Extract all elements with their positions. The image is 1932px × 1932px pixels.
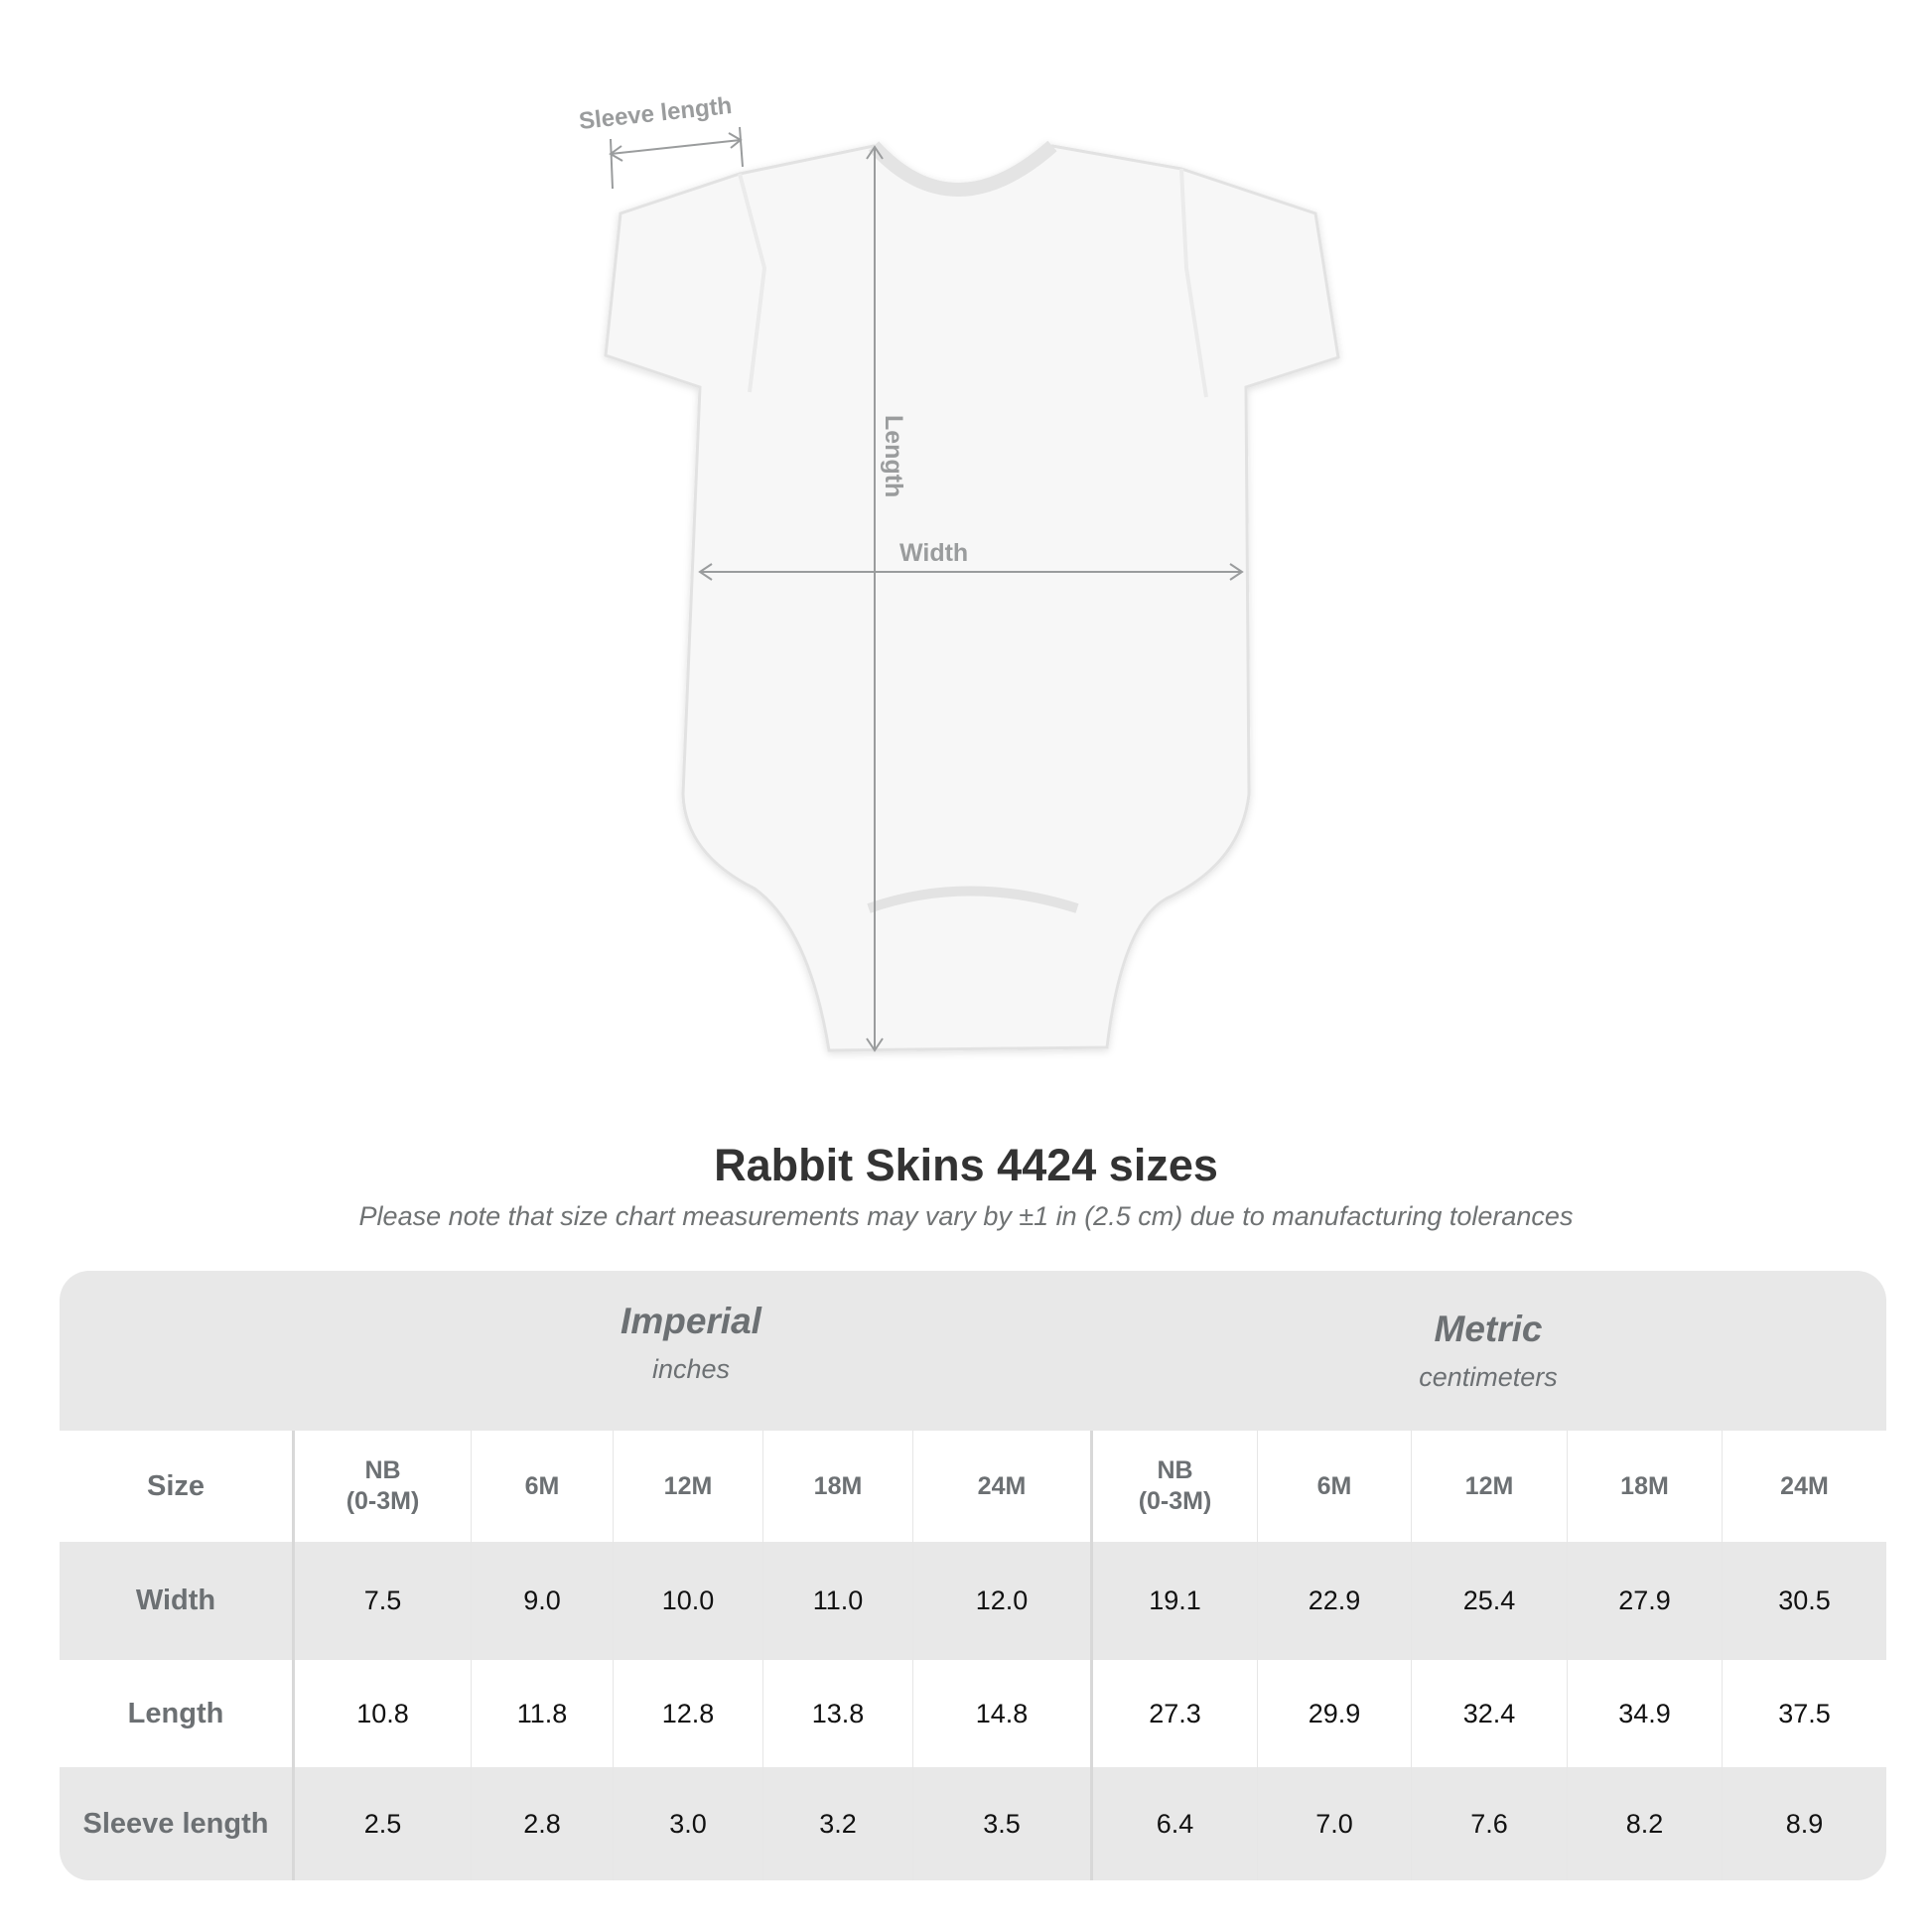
table-cell: 27.3 — [1090, 1660, 1257, 1767]
table-cell: 11.8 — [471, 1660, 613, 1767]
table-cell: 12.8 — [613, 1660, 762, 1767]
table-cell: 14.8 — [912, 1660, 1090, 1767]
imperial-header: Imperial inches — [292, 1301, 1090, 1385]
size-column-header: 18M — [1567, 1431, 1722, 1542]
table-row: Length 10.8 11.8 12.8 13.8 14.8 27.3 29.9 32.4 34… — [60, 1660, 1886, 1767]
size-header-row: Size NB (0-3M) 6M 12M 18M 24M NB (0-3M) 6M 12M 18… — [60, 1431, 1886, 1542]
table-row: Width 7.5 9.0 10.0 11.0 12.0 19.1 22.9 25.4 27.9 3… — [60, 1542, 1886, 1660]
table-cell: 2.8 — [471, 1767, 613, 1880]
size-column-header: 6M — [471, 1431, 613, 1542]
row-label: Length — [127, 1697, 224, 1729]
row-label: Sleeve length — [82, 1807, 269, 1840]
table-cell: 6.4 — [1090, 1767, 1257, 1880]
table-cell: 22.9 — [1257, 1542, 1411, 1660]
imperial-unit: inches — [651, 1354, 731, 1384]
table-cell: 12.0 — [912, 1542, 1090, 1660]
table-cell: 37.5 — [1722, 1660, 1886, 1767]
onesie-measurement-diagram: Sleeve length Length Width — [578, 92, 1340, 1052]
width-label: Width — [899, 539, 968, 567]
table-cell: 3.2 — [762, 1767, 912, 1880]
table-cell: 30.5 — [1722, 1542, 1886, 1660]
length-arrow — [866, 145, 884, 1052]
tolerance-note: Please note that size chart measurements… — [358, 1201, 1574, 1231]
size-table: Imperial inches Metric centimeters Size N… — [60, 1271, 1886, 1880]
size-column-header: 12M — [613, 1431, 762, 1542]
metric-unit: centimeters — [1419, 1362, 1558, 1392]
size-column-header: 18M — [762, 1431, 912, 1542]
size-column-header: 12M — [1411, 1431, 1567, 1542]
metric-title: Metric — [1434, 1309, 1543, 1349]
sleeve-arrow — [609, 126, 744, 190]
sleeve-length-label: Sleeve length — [578, 92, 734, 135]
onesie-garment — [604, 140, 1340, 1052]
size-column-header: 24M — [912, 1431, 1090, 1542]
table-cell: 7.6 — [1411, 1767, 1567, 1880]
size-column-header: NB (0-3M) — [1090, 1431, 1257, 1542]
table-cell: 7.0 — [1257, 1767, 1411, 1880]
metric-header: Metric centimeters — [1090, 1309, 1886, 1393]
table-row: Sleeve length 2.5 2.8 3.0 3.2 3.5 6.4 7.0 7.6 8.2… — [60, 1767, 1886, 1880]
width-arrow — [698, 563, 1244, 581]
table-cell: 7.5 — [292, 1542, 471, 1660]
page-title: Rabbit Skins 4424 sizes — [714, 1140, 1218, 1190]
table-cell: 10.0 — [613, 1542, 762, 1660]
size-column-header: 6M — [1257, 1431, 1411, 1542]
row-label: Size — [146, 1469, 206, 1502]
table-cell: 11.0 — [762, 1542, 912, 1660]
table-cell: 3.0 — [613, 1767, 762, 1880]
size-column-header: NB (0-3M) — [292, 1431, 471, 1542]
size-column-header: 24M — [1722, 1431, 1886, 1542]
table-cell: 8.2 — [1567, 1767, 1722, 1880]
table-cell: 9.0 — [471, 1542, 613, 1660]
table-cell: 13.8 — [762, 1660, 912, 1767]
table-cell: 25.4 — [1411, 1542, 1567, 1660]
table-cell: 8.9 — [1722, 1767, 1886, 1880]
row-label: Width — [135, 1585, 216, 1616]
table-cell: 3.5 — [912, 1767, 1090, 1880]
table-header-band: Imperial inches Metric centimeters — [60, 1271, 1886, 1431]
table-cell: 29.9 — [1257, 1660, 1411, 1767]
table-cell: 2.5 — [292, 1767, 471, 1880]
table-cell: 10.8 — [292, 1660, 471, 1767]
imperial-title: Imperial — [621, 1301, 761, 1341]
table-cell: 27.9 — [1567, 1542, 1722, 1660]
table-cell: 19.1 — [1090, 1542, 1257, 1660]
length-label: Length — [880, 415, 907, 497]
table-cell: 32.4 — [1411, 1660, 1567, 1767]
table-cell: 34.9 — [1567, 1660, 1722, 1767]
